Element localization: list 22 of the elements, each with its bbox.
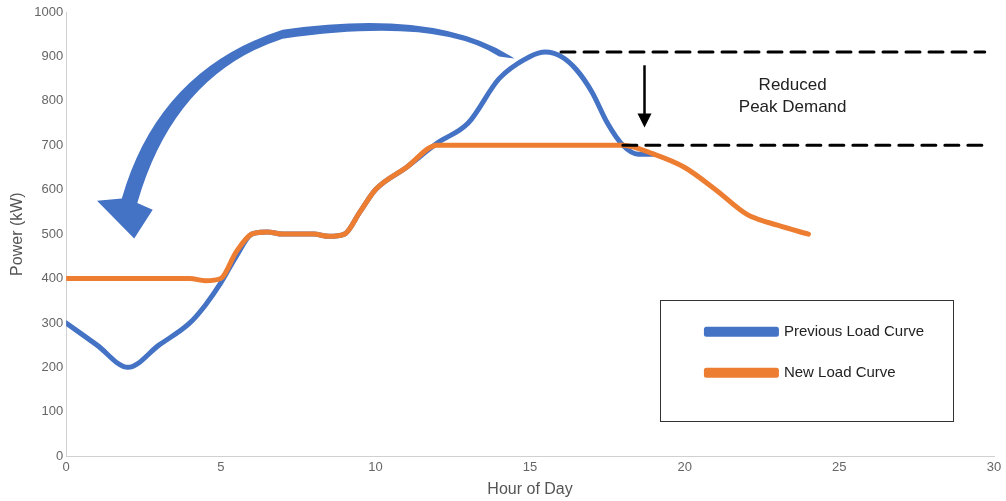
x-tick-label: 5 xyxy=(217,458,225,474)
x-tick-label: 10 xyxy=(368,458,383,474)
y-tick-label: 0 xyxy=(55,447,64,463)
y-tick-label: 300 xyxy=(41,314,64,330)
legend-label: New Load Curve xyxy=(783,362,896,380)
annotation: Reduced Peak Demand xyxy=(738,75,847,117)
x-tick-label: 30 xyxy=(986,458,1002,474)
y-tick-label: 200 xyxy=(41,358,64,374)
y-tick-label: 400 xyxy=(41,270,64,286)
y-tick-label: 500 xyxy=(41,225,64,241)
legend-label: Previous Load Curve xyxy=(783,321,924,339)
y-tick-label: 1000 xyxy=(34,3,64,19)
x-tick-label: 25 xyxy=(832,458,847,474)
y-tick-label: 600 xyxy=(41,181,64,197)
x-tick-label: 15 xyxy=(522,458,538,474)
y-tick-label: 700 xyxy=(41,136,64,152)
y-tick-label: 900 xyxy=(41,48,64,63)
x-axis-title: Hour of Day xyxy=(487,479,573,497)
y-axis-title: Power (kW) xyxy=(8,192,26,276)
x-tick-label: 20 xyxy=(677,458,692,474)
y-tick-label: 800 xyxy=(41,92,64,108)
y-tick-label: 100 xyxy=(41,403,64,419)
